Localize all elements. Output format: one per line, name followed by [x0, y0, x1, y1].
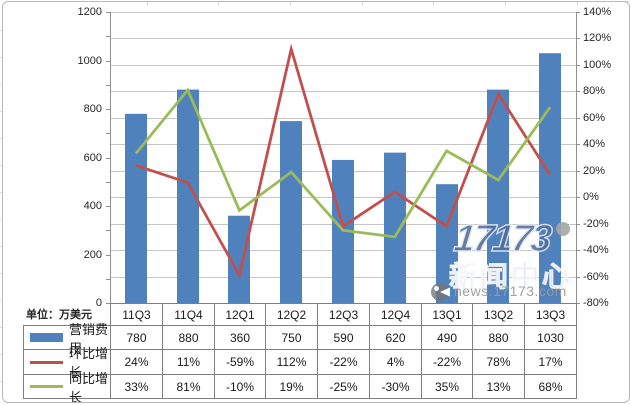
table-cell-11Q4-环比增长: 11%	[162, 349, 215, 375]
worksheet-line	[290, 1, 291, 5]
unit-label: 单位：万美元	[26, 309, 92, 321]
right-axis-tick-label: 0%	[583, 191, 599, 204]
table-cell-12Q2-同比增长: 19%	[265, 374, 318, 399]
bar-13Q2	[487, 89, 509, 303]
worksheet-line	[0, 165, 3, 166]
table-cell-13Q3-环比增长: 17%	[524, 349, 577, 375]
legend-label: 同比增长	[69, 370, 109, 405]
table-cell-13Q2-同比增长: 13%	[472, 374, 525, 399]
worksheet-line	[0, 111, 3, 112]
worksheet-line	[577, 1, 578, 5]
bar-13Q3	[539, 53, 561, 303]
right-axis-tick-label: 120%	[583, 32, 612, 45]
worksheet-line	[0, 354, 3, 355]
worksheet-line	[0, 381, 3, 382]
worksheet-line	[0, 300, 3, 301]
left-axis-tick-label: 600	[83, 151, 102, 164]
right-axis-tick-label: -60%	[583, 270, 609, 283]
table-cell-12Q1-环比增长: -59%	[214, 349, 266, 375]
bar-12Q2	[280, 121, 302, 303]
table-cell-13Q2-环比增长: 78%	[472, 349, 525, 375]
legend-label: 营销费用	[69, 321, 109, 356]
worksheet-line	[218, 1, 219, 5]
qoq-growth-line	[135, 43, 552, 280]
table-header-13Q1: 13Q1	[421, 303, 473, 326]
table-header-11Q4: 11Q4	[162, 303, 215, 326]
legend-line-swatch	[30, 385, 63, 388]
left-axis-tick-label: 0	[95, 297, 102, 309]
table-header-12Q4: 12Q4	[369, 303, 422, 326]
right-axis-tick-label: 140%	[583, 6, 612, 18]
table-cell-12Q3-营销费用: 590	[317, 325, 370, 350]
worksheet-line	[0, 219, 3, 220]
yoy-growth-line	[134, 87, 552, 239]
right-axis-tick-label: 40%	[583, 138, 606, 151]
worksheet-line	[0, 84, 3, 85]
left-axis-tick-label: 1000	[77, 54, 102, 67]
worksheet-line	[147, 1, 148, 5]
legend-bar-swatch	[30, 333, 63, 342]
right-axis-tick-label: -40%	[583, 244, 609, 257]
table-cell-13Q3-同比增长: 68%	[524, 374, 577, 399]
worksheet-line	[0, 138, 3, 139]
bar-12Q1	[228, 215, 250, 303]
worksheet-line	[0, 246, 3, 247]
worksheet-line	[0, 327, 3, 328]
legend-label: 环比增长	[69, 346, 109, 380]
table-header-13Q3: 13Q3	[524, 303, 577, 326]
worksheet-line	[0, 192, 3, 193]
table-cell-12Q3-环比增长: -22%	[317, 349, 370, 375]
bar-11Q3	[125, 113, 147, 303]
table-cell-13Q1-同比增长: 35%	[421, 374, 473, 399]
left-axis-tick-label: 800	[83, 103, 102, 115]
table-cell-13Q1-营销费用: 490	[421, 325, 473, 350]
table-cell-13Q1-环比增长: -22%	[421, 349, 473, 375]
table-cell-13Q2-营销费用: 880	[472, 325, 525, 350]
table-cell-12Q4-环比增长: 4%	[369, 349, 422, 375]
table-cell-11Q3-营销费用: 780	[110, 325, 163, 350]
table-cell-11Q4-同比增长: 81%	[162, 374, 215, 399]
bar-11Q4	[177, 89, 199, 303]
legend-cell-同比增长: 同比增长	[23, 371, 111, 405]
worksheet-line	[0, 273, 3, 274]
worksheet-line	[0, 30, 3, 31]
worksheet-line	[433, 1, 434, 5]
table-cell-12Q3-同比增长: -25%	[317, 374, 370, 399]
right-axis-tick-label: 60%	[583, 111, 606, 124]
table-cell-11Q4-营销费用: 880	[162, 325, 215, 350]
right-axis-tick-label: 80%	[583, 85, 606, 98]
worksheet-line	[85, 1, 629, 2]
table-cell-12Q4-同比增长: -30%	[369, 374, 422, 399]
right-axis-tick-label: -80%	[583, 297, 609, 309]
left-axis-tick-label: 400	[83, 200, 102, 212]
table-header-12Q3: 12Q3	[317, 303, 370, 326]
table-cell-12Q2-环比增长: 112%	[265, 349, 318, 375]
right-axis-tick-label: 100%	[583, 58, 612, 71]
table-cell-11Q3-环比增长: 24%	[110, 349, 163, 375]
left-axis-tick-label: 1200	[77, 6, 102, 18]
bar-12Q4	[384, 152, 406, 303]
table-cell-12Q1-同比增长: -10%	[214, 374, 266, 399]
table-header-11Q3: 11Q3	[110, 303, 163, 326]
table-cell-13Q3-营销费用: 1030	[524, 325, 577, 350]
worksheet-line	[0, 57, 3, 58]
right-axis-tick-label: -20%	[583, 217, 609, 230]
table-cell-11Q3-同比增长: 33%	[110, 374, 163, 399]
table-header-12Q1: 12Q1	[214, 303, 266, 326]
right-axis-tick-label: 20%	[583, 164, 606, 177]
left-axis-tick-label: 200	[83, 248, 102, 261]
table-cell-12Q1-营销费用: 360	[214, 325, 266, 350]
worksheet-line	[362, 1, 363, 5]
table-cell-12Q2-营销费用: 750	[265, 325, 318, 350]
table-header-13Q2: 13Q2	[472, 303, 525, 326]
table-cell-12Q4-营销费用: 620	[369, 325, 422, 350]
worksheet-line	[505, 1, 506, 5]
legend-line-swatch	[30, 360, 63, 364]
table-header-12Q2: 12Q2	[265, 303, 318, 326]
